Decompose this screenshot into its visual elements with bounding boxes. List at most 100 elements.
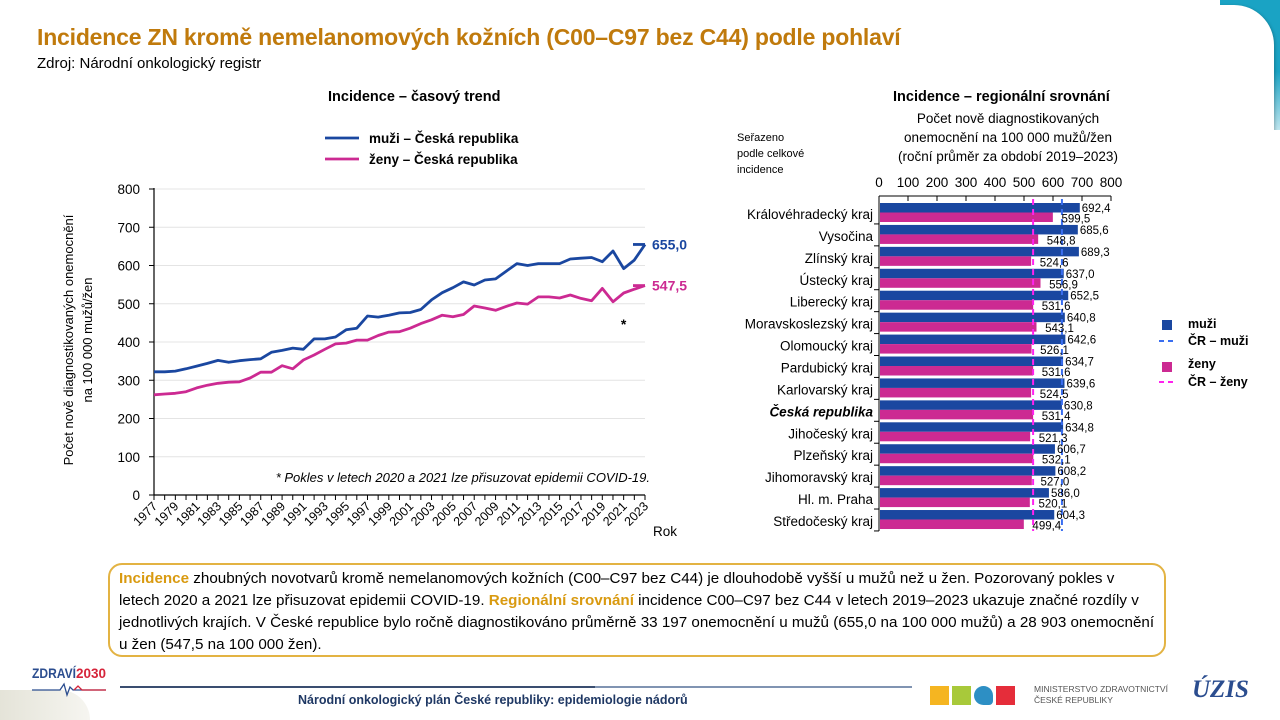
x-axis-label: Rok [653,524,677,539]
bar-chart-legend: muži ČR – muži ženy ČR – ženy [1159,317,1248,389]
bar-chart-text: Počet nově diagnostikovaných onemocnění n… [737,111,1118,176]
uzis-logo: ÚZIS [1192,676,1249,703]
bar-chart-axes: 0 100 200 300 400 500 600 700 800 Královéhradecký… [745,175,1123,532]
bar-chart: Počet nově diagnostikovaných onemocnění n… [737,111,1248,533]
series-line-male [154,243,647,374]
y-tick-label: 100 [117,450,140,465]
bar-female [880,344,1032,354]
x-tick-label: 200 [926,175,949,190]
bar-chart-subtitle-line: (roční průměr za období 2019–2023) [898,149,1118,164]
category-label: Královéhradecký kraj [747,207,873,222]
bar-label-male: 634,8 [1065,422,1094,434]
summary-text-1: zhoubných novotvarů kromě nemelanomových… [119,570,1115,609]
y-tick-label: 600 [117,259,140,274]
footer-text: Národní onkologický plán České republiky… [298,693,688,707]
ministry-logo-square-red [996,685,1015,705]
category-label: Pardubický kraj [781,361,873,376]
female-end-label: 547,5 [652,278,687,294]
bar-male [880,422,1064,432]
bar-label-female: 599,5 [1061,214,1090,226]
x-tick-label: 500 [1013,175,1036,190]
bar-label-male: 634,7 [1065,357,1094,369]
bar-female [880,453,1034,464]
category-label: Středočeský kraj [773,514,873,529]
y-tick-label: 300 [117,373,140,388]
bar-label-female: 548,8 [1047,235,1076,247]
x-tick-label: 100 [897,175,920,190]
bar-label-male: 606,7 [1057,444,1086,456]
bar-label-female: 543,1 [1045,323,1074,335]
bar-male [880,466,1056,476]
ministry-line-1: MINISTERSTVO ZDRAVOTNICTVÍ [1034,684,1168,694]
bar-male [880,488,1049,498]
legend-label-rest: – Česká republika [399,152,518,167]
bar-female [880,409,1034,420]
y-tick-label: 0 [132,488,140,503]
corner-decoration [1220,0,1280,130]
bar-label-female: 531,6 [1042,367,1071,379]
bar-female [880,431,1031,442]
bar-male [880,400,1062,410]
category-label: Olomoucký kraj [780,339,873,354]
bar-female [880,300,1034,310]
bar-label-male: 586,0 [1051,488,1080,500]
ministry-logo-square-blue [974,685,993,705]
bar-label-male: 637,0 [1066,269,1095,281]
bar-male [880,444,1055,454]
bar-label-female: 499,4 [1032,521,1061,533]
category-label: Hl. m. Praha [798,492,874,507]
covid-marker: * [621,316,627,332]
y-tick-label: 200 [117,412,140,427]
bar-chart-bars [880,203,1080,530]
line-chart-title: Incidence – časový trend [328,89,501,105]
line-chart-grid [154,188,645,458]
legend-label-bold: ženy [369,152,400,167]
x-tick-label: 800 [1100,175,1123,190]
bar-label-female: 526,1 [1040,345,1069,357]
line-chart-labels: 655,0 547,5 * * Pokles v letech 2020 a 2021… [276,236,688,485]
bar-label-female: 532,1 [1042,455,1071,467]
bar-label-male: 604,3 [1056,510,1085,522]
x-tick-label: 0 [875,175,883,190]
bar-chart-title: Incidence – regionální srovnání [893,89,1110,105]
category-label: Karlovarský kraj [777,382,873,397]
bar-female [880,278,1041,288]
bar-label-male: 685,6 [1080,225,1109,237]
bar-male [880,510,1055,520]
category-label: Zlínský kraj [805,251,873,266]
category-label: Česká republika [769,404,873,419]
bar-label-male: 642,6 [1067,335,1096,347]
source-label: Zdroj: Národní onkologický registr [37,55,262,72]
line-chart-axes: 0100200300400500600700800197719791981198… [61,182,677,539]
sort-note-line: Seřazeno [737,132,784,144]
bar-label-female: 531,4 [1042,411,1071,423]
category-label: Vysočina [819,229,874,244]
y-tick-label: 500 [117,297,140,312]
bar-label-male: 608,2 [1057,466,1086,478]
bar-female [880,366,1034,376]
bar-label-male: 630,8 [1064,400,1093,412]
bar-female [880,497,1030,508]
y-axis-label-line2: na 100 000 mužů/žen [80,277,95,402]
bar-male [880,378,1065,388]
legend-label-female: ženy – Česká republika [369,152,518,167]
male-end-label: 655,0 [652,236,687,252]
legend-label-male-ref: ČR – muži [1188,333,1248,348]
legend-label-female-ref: ČR – ženy [1188,374,1248,389]
bar-label-female: 520,1 [1038,499,1067,511]
bar-label-female: 527,0 [1040,477,1069,489]
category-label: Jihomoravský kraj [765,470,873,485]
footer-divider [120,686,912,688]
bar-chart-subtitle-line: onemocnění na 100 000 mužů/žen [904,130,1112,145]
bar-female [880,256,1032,266]
series-line-female [153,284,646,397]
bar-female [880,322,1037,332]
bar-male [880,268,1064,279]
y-tick-label: 800 [117,182,140,197]
legend-label-bold: muži [369,131,400,146]
page-title: Incidence ZN kromě nemelanomových kožníc… [37,24,901,50]
legend-label-male: muži – Česká republika [369,131,519,146]
